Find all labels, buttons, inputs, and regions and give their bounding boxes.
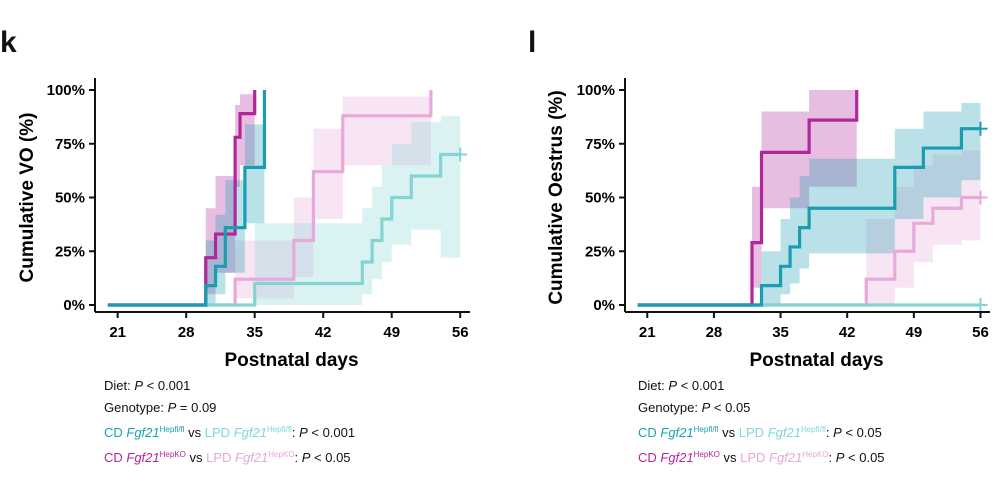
stat-diet: Diet: P < 0.001 xyxy=(104,378,191,393)
x-tick-label: 42 xyxy=(315,324,332,341)
x-tick-label: 21 xyxy=(109,324,126,341)
y-tick-label: 0% xyxy=(593,297,615,314)
stats-block-l: Diet: P < 0.001 Genotype: P < 0.05 CD Fg… xyxy=(638,375,885,469)
ci-band-1 xyxy=(107,115,461,305)
y-tick-label: 100% xyxy=(47,82,85,99)
stat-comparison-flfl: CD Fgf21Hepfl/fl vs LPD Fgf21Hepfl/fl: P… xyxy=(638,425,882,440)
stat-comparison-ko: CD Fgf21HepKO vs LPD Fgf21HepKO: P < 0.0… xyxy=(638,450,885,465)
y-tick-label: 25% xyxy=(585,243,615,260)
y-tick-label: 25% xyxy=(55,243,85,260)
panel-letter-k: k xyxy=(0,26,17,59)
plot-k: 21 28 35 42 49 56 0% 25% 50% 75% 100% Postnatal day… xyxy=(17,78,470,371)
x-tick-label: 56 xyxy=(452,324,469,341)
x-tick-label: 49 xyxy=(905,324,922,341)
x-tick-label: 42 xyxy=(839,324,856,341)
y-tick-label: 0% xyxy=(63,297,85,314)
ci-band-2 xyxy=(637,90,857,305)
x-tick-label: 21 xyxy=(639,324,656,341)
x-tick-label: 35 xyxy=(246,324,263,341)
x-axis-label: Postnatal days xyxy=(224,350,358,371)
x-tick-label: 28 xyxy=(706,324,723,341)
stat-diet: Diet: P < 0.001 xyxy=(638,378,725,393)
y-tick-label: 75% xyxy=(55,136,85,153)
stats-block-k: Diet: P < 0.001 Genotype: P = 0.09 CD Fg… xyxy=(104,375,355,469)
y-tick-label: 50% xyxy=(55,190,85,207)
panel-letter-l: l xyxy=(528,26,537,59)
y-tick-label: 100% xyxy=(577,82,615,99)
x-tick-label: 49 xyxy=(383,324,400,341)
ci-band-2 xyxy=(107,90,255,305)
series-line-3 xyxy=(107,90,267,307)
stat-comparison-flfl: CD Fgf21Hepfl/fl vs LPD Fgf21Hepfl/fl: P… xyxy=(104,425,356,440)
stat-genotype: Genotype: P < 0.05 xyxy=(638,400,751,415)
series-line-0 xyxy=(637,195,981,307)
x-tick-label: 56 xyxy=(972,324,989,341)
y-tick-label: 75% xyxy=(585,136,615,153)
stat-comparison-ko: CD Fgf21HepKO vs LPD Fgf21HepKO: P < 0.0… xyxy=(104,450,351,465)
series-line-3 xyxy=(637,127,981,307)
x-tick-label: 28 xyxy=(178,324,195,341)
plot-l: 21 28 35 42 49 56 0% 25% 50% 75% 100% Postnatal day… xyxy=(546,78,990,371)
series-line-1 xyxy=(107,152,461,307)
series-line-2 xyxy=(107,90,257,307)
stat-genotype: Genotype: P = 0.09 xyxy=(104,400,217,415)
x-axis-label: Postnatal days xyxy=(749,350,883,371)
ci-band-3 xyxy=(637,102,981,306)
x-tick-label: 35 xyxy=(772,324,789,341)
y-axis-label: Cumulative Oestrus (%) xyxy=(546,90,567,304)
series-line-2 xyxy=(637,90,859,307)
y-tick-label: 50% xyxy=(585,190,615,207)
ci-band-0 xyxy=(107,90,431,305)
y-axis-label: Cumulative VO (%) xyxy=(17,113,38,283)
